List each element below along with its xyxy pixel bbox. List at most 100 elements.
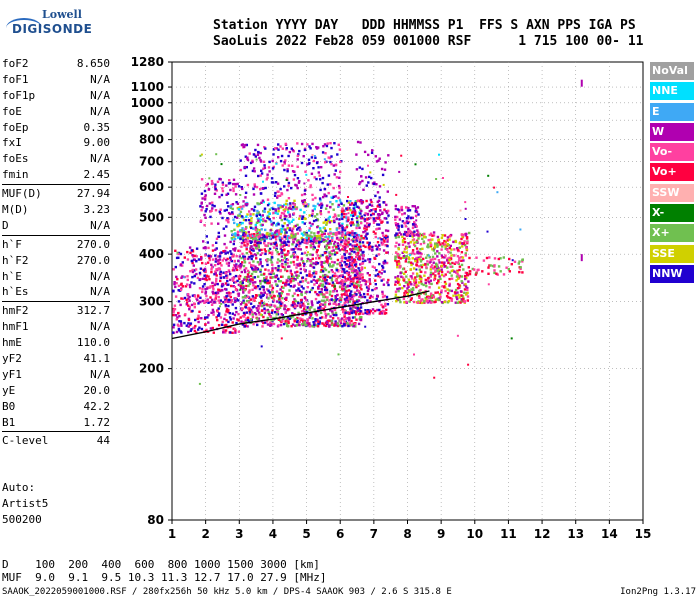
echo-point bbox=[229, 292, 232, 295]
echo-point bbox=[460, 237, 463, 241]
echo-point bbox=[424, 271, 427, 274]
echo-point bbox=[381, 211, 384, 214]
echo-point bbox=[432, 296, 436, 299]
echo-point bbox=[428, 286, 431, 289]
echo-point bbox=[227, 291, 231, 294]
echo-point bbox=[307, 229, 311, 232]
echo-point bbox=[348, 322, 352, 325]
legend-item-vo-: Vo- bbox=[650, 143, 694, 162]
echo-point bbox=[306, 257, 310, 261]
echo-point bbox=[233, 228, 236, 231]
echo-point bbox=[276, 182, 280, 185]
echo-point bbox=[380, 272, 383, 275]
echo-point bbox=[266, 263, 269, 267]
echo-point bbox=[378, 262, 381, 266]
echo-point bbox=[283, 214, 287, 218]
echo-point bbox=[431, 234, 434, 237]
echo-point bbox=[313, 283, 316, 286]
echo-point bbox=[272, 297, 275, 300]
echo-point bbox=[188, 295, 191, 299]
echo-point bbox=[288, 317, 291, 320]
echo-point bbox=[303, 192, 306, 196]
echo-point bbox=[244, 203, 247, 206]
echo-point bbox=[260, 201, 263, 204]
echo-point bbox=[327, 312, 330, 316]
echo-point bbox=[332, 249, 335, 252]
echo-point bbox=[361, 262, 365, 265]
echo-point bbox=[375, 269, 378, 272]
echo-point bbox=[227, 300, 230, 304]
echo-point bbox=[330, 238, 334, 242]
echo-point bbox=[314, 297, 318, 301]
echo-point bbox=[416, 301, 420, 304]
echo-point bbox=[291, 243, 294, 246]
echo-point bbox=[266, 323, 270, 326]
echo-point bbox=[239, 237, 242, 240]
echo-point bbox=[291, 170, 295, 173]
echo-point bbox=[355, 168, 359, 171]
echo-point bbox=[343, 322, 346, 325]
echo-point bbox=[268, 160, 271, 164]
echo-point bbox=[397, 247, 400, 251]
echo-point bbox=[356, 215, 359, 218]
echo-point bbox=[240, 270, 243, 274]
echo-point bbox=[441, 285, 444, 288]
echo-point bbox=[240, 264, 243, 267]
echo-point bbox=[459, 209, 462, 212]
echo-point bbox=[253, 235, 256, 238]
echo-point bbox=[443, 234, 447, 237]
echo-point bbox=[183, 321, 186, 325]
echo-point bbox=[232, 182, 235, 186]
echo-point bbox=[349, 297, 352, 301]
echo-point bbox=[347, 212, 350, 215]
echo-point bbox=[253, 286, 257, 290]
echo-point bbox=[348, 295, 352, 298]
echo-point bbox=[329, 200, 332, 204]
echo-point bbox=[225, 323, 228, 327]
echo-point bbox=[265, 178, 268, 181]
param-name: fxI bbox=[2, 136, 22, 150]
echo-point bbox=[303, 182, 306, 185]
echo-point bbox=[438, 252, 441, 255]
echo-point bbox=[316, 301, 319, 304]
echo-point bbox=[458, 286, 461, 289]
echo-point bbox=[330, 298, 333, 301]
echo-point bbox=[190, 281, 193, 284]
echo-point bbox=[177, 252, 180, 256]
echo-point bbox=[305, 173, 308, 176]
echo-point bbox=[429, 271, 433, 274]
echo-point bbox=[341, 275, 345, 278]
echo-point bbox=[243, 270, 247, 274]
echo-point bbox=[261, 279, 264, 283]
echo-point bbox=[286, 265, 290, 268]
echo-point bbox=[257, 211, 260, 214]
echo-point bbox=[287, 220, 290, 223]
echo-point bbox=[368, 296, 372, 300]
echo-point bbox=[309, 313, 313, 316]
echo-point bbox=[365, 184, 368, 187]
echo-point bbox=[287, 207, 291, 210]
echo-point bbox=[340, 317, 344, 320]
echo-point bbox=[215, 277, 218, 281]
echo-point bbox=[313, 155, 316, 157]
echo-point bbox=[255, 185, 259, 189]
echo-point bbox=[378, 185, 382, 188]
echo-point bbox=[264, 244, 267, 247]
echo-point bbox=[383, 310, 386, 313]
echo-point bbox=[414, 214, 418, 218]
echo-point bbox=[383, 294, 386, 298]
echo-point bbox=[186, 250, 189, 254]
echo-point bbox=[371, 245, 374, 249]
echo-point bbox=[302, 264, 306, 268]
echo-point bbox=[385, 211, 389, 215]
echo-point bbox=[463, 240, 466, 243]
echo-point bbox=[232, 235, 236, 238]
echo-point bbox=[317, 231, 320, 234]
echo-point bbox=[431, 248, 434, 251]
echo-point bbox=[468, 272, 472, 276]
echo-point bbox=[466, 240, 469, 244]
echo-point bbox=[274, 241, 278, 244]
echo-point bbox=[232, 247, 235, 251]
echo-point bbox=[209, 215, 212, 219]
echo-point bbox=[419, 248, 422, 251]
